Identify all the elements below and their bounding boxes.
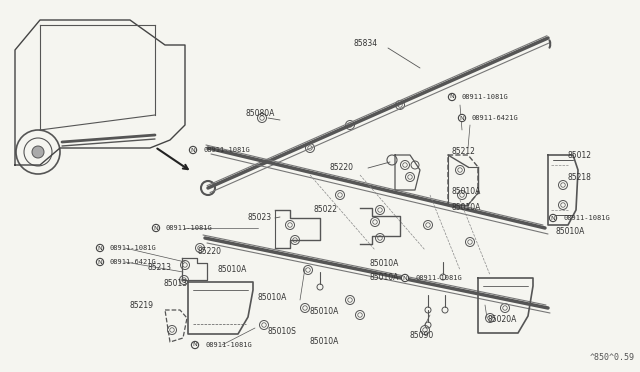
Text: N: N — [460, 115, 465, 121]
Text: 08911-6421G: 08911-6421G — [110, 259, 157, 265]
Text: 08911-1081G: 08911-1081G — [415, 275, 461, 281]
Text: 85013: 85013 — [164, 279, 188, 288]
Text: N: N — [98, 246, 102, 250]
Text: 08911-1081G: 08911-1081G — [462, 94, 509, 100]
Text: N: N — [191, 148, 195, 153]
Text: 08911-1081G: 08911-1081G — [563, 215, 610, 221]
Text: 85010A: 85010A — [257, 294, 286, 302]
Text: 08911-1081G: 08911-1081G — [203, 147, 250, 153]
Text: 85010A: 85010A — [452, 202, 481, 212]
Text: 85213: 85213 — [148, 263, 172, 273]
Text: 85010A: 85010A — [370, 259, 399, 267]
Text: 08911-6421G: 08911-6421G — [472, 115, 519, 121]
Text: 85022: 85022 — [313, 205, 337, 214]
Text: 85010A: 85010A — [310, 337, 339, 346]
Text: 85010A: 85010A — [555, 228, 584, 237]
Text: N: N — [154, 225, 158, 231]
Circle shape — [32, 146, 44, 158]
Text: 85012: 85012 — [567, 151, 591, 160]
Text: 85218: 85218 — [567, 173, 591, 183]
Text: N: N — [450, 94, 454, 99]
Text: 85010A: 85010A — [370, 273, 399, 282]
Text: 85090: 85090 — [410, 330, 435, 340]
Text: 85219: 85219 — [130, 301, 154, 310]
Text: 08911-1081G: 08911-1081G — [110, 245, 157, 251]
Text: 08911-1081G: 08911-1081G — [205, 342, 252, 348]
Text: 85020A: 85020A — [487, 315, 516, 324]
Text: 08911-1081G: 08911-1081G — [166, 225, 212, 231]
Text: N: N — [98, 260, 102, 264]
Text: 85080A: 85080A — [245, 109, 275, 118]
Text: 85010S: 85010S — [268, 327, 297, 337]
Text: N: N — [403, 276, 408, 280]
Text: ^850^0.59: ^850^0.59 — [590, 353, 635, 362]
Text: 85010A: 85010A — [218, 266, 248, 275]
Text: 85212: 85212 — [452, 147, 476, 155]
Text: N: N — [193, 343, 197, 347]
Text: 85010A: 85010A — [452, 187, 481, 196]
Text: N: N — [550, 215, 556, 221]
Text: 85023: 85023 — [248, 212, 272, 221]
Text: 85220: 85220 — [197, 247, 221, 257]
Text: 85220: 85220 — [330, 164, 354, 173]
Text: 85010A: 85010A — [310, 308, 339, 317]
Text: 85834: 85834 — [353, 38, 377, 48]
